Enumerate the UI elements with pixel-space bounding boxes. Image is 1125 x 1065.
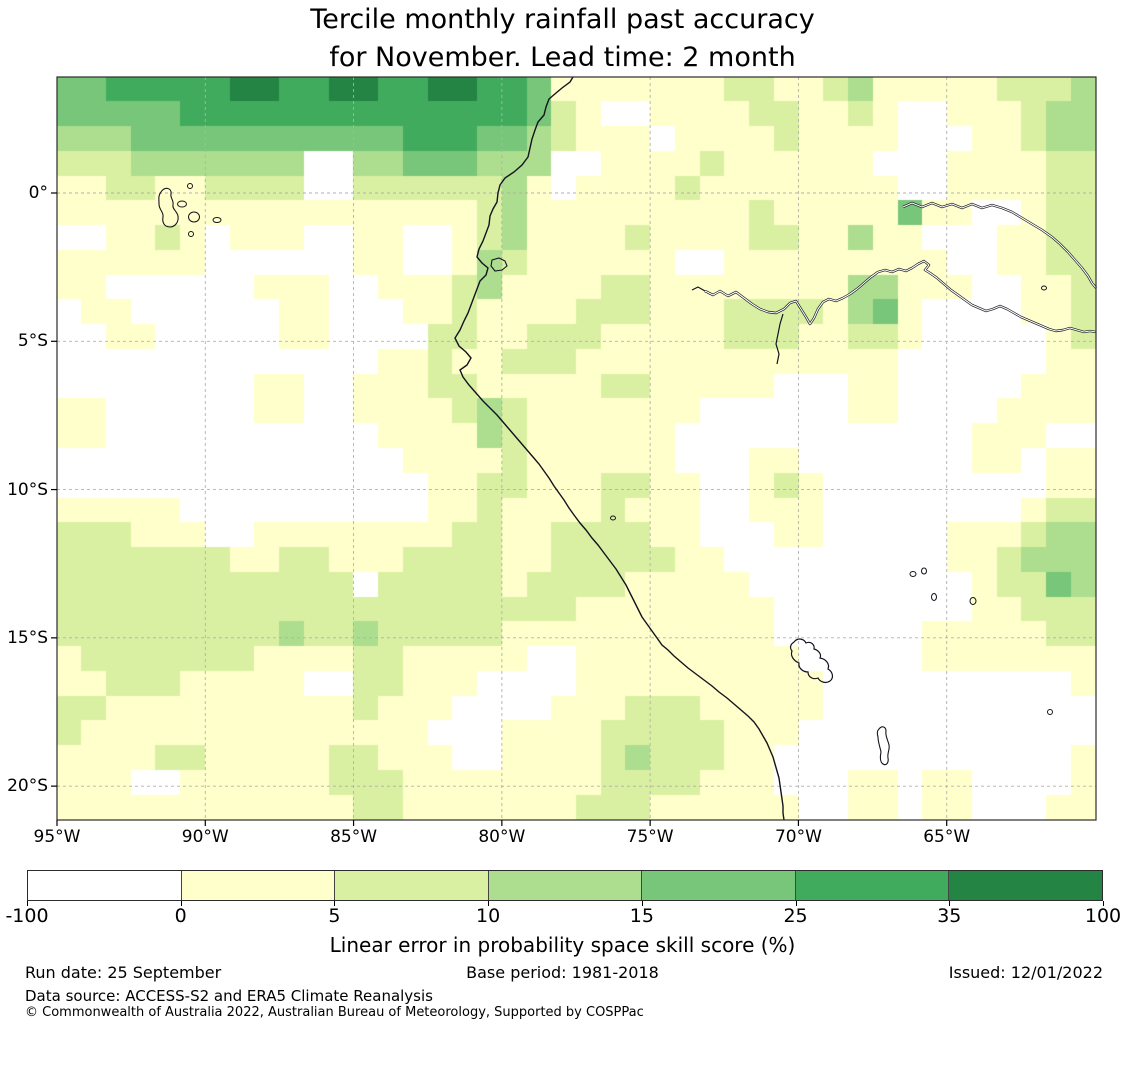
puna-island (490, 257, 508, 272)
figure-title: Tercile monthly rainfall past accuracy f… (0, 1, 1125, 77)
small-lake (909, 571, 917, 577)
colorbar-tick-label: 0 (174, 905, 187, 927)
run-date-text: Run date: 25 September (25, 963, 222, 982)
river-fork (691, 286, 706, 292)
y-tick-label: 20°S (7, 776, 48, 797)
colorbar-segment (795, 871, 950, 900)
colorbar-segment (488, 871, 643, 900)
small-lake (1047, 709, 1053, 715)
colorbar-tick-mark (488, 901, 490, 906)
coastline (454, 76, 785, 821)
issued-date-text: Issued: 12/01/2022 (948, 963, 1103, 982)
galapagos-small-island (188, 231, 194, 237)
colorbar-tick-label: -100 (5, 905, 49, 927)
galapagos-small-island (188, 211, 200, 223)
figure-title-line2: for November. Lead time: 2 month (329, 42, 796, 73)
small-lake (969, 597, 977, 605)
galapagos-small-island (212, 217, 222, 223)
river-amazon-south (704, 259, 1097, 334)
x-tick-label: 70°W (774, 827, 822, 847)
galapagos-small-island (177, 200, 187, 208)
colorbar (27, 870, 1103, 901)
river-amazon-north-inner (902, 202, 1097, 289)
x-tick-label: 85°W (330, 827, 378, 847)
y-tick-label: 15°S (7, 627, 48, 648)
colorbar-tick-label: 100 (1084, 905, 1122, 927)
map-frame (56, 76, 1097, 821)
colorbar-tick-mark (1103, 901, 1104, 906)
y-tick-label: 10°S (7, 479, 48, 500)
y-tick-label: 5°S (17, 331, 48, 352)
galapagos-small-island (187, 183, 193, 189)
colorbar-segment (642, 871, 796, 900)
colorbar-segment (335, 871, 489, 900)
colorbar-tick-mark (795, 901, 797, 906)
y-tick-label: 0° (28, 183, 48, 203)
colorbar-segment (181, 871, 336, 900)
x-tick-label: 75°W (626, 827, 674, 847)
base-period-text: Base period: 1981-2018 (466, 963, 659, 982)
colorbar-tick-label: 5 (328, 905, 341, 927)
lake-titicaca (789, 638, 834, 684)
copyright-text: © Commonwealth of Australia 2022, Austra… (25, 1005, 644, 1020)
map-field-canvas (57, 77, 1096, 820)
figure-title-line1: Tercile monthly rainfall past accuracy (310, 4, 815, 35)
colorbar-tick-label: 10 (476, 905, 501, 927)
colorbar-tick-mark (949, 901, 951, 906)
galapagos-isabela-island (158, 187, 179, 228)
colorbar-segment (28, 871, 182, 900)
small-lake (921, 567, 927, 575)
colorbar-tick-label: 15 (629, 905, 654, 927)
x-tick-label: 90°W (181, 827, 229, 847)
x-tick-label: 65°W (923, 827, 971, 847)
small-lake (1041, 285, 1047, 291)
colorbar-caption: Linear error in probability space skill … (329, 933, 796, 957)
small-lake (610, 515, 616, 521)
river-branch (775, 313, 784, 365)
x-tick-label: 95°W (33, 827, 81, 847)
colorbar-tick-mark (180, 901, 182, 906)
colorbar-tick-mark (27, 901, 28, 906)
x-tick-label: 80°W (478, 827, 526, 847)
data-source-text: Data source: ACCESS-S2 and ERA5 Climate … (25, 987, 433, 1005)
lake-poopo (876, 726, 890, 766)
colorbar-tick-mark (641, 901, 643, 906)
small-lake (931, 593, 937, 601)
colorbar-tick-label: 25 (783, 905, 808, 927)
colorbar-tick-label: 35 (937, 905, 962, 927)
colorbar-segment (949, 871, 1103, 900)
colorbar-tick-mark (334, 901, 336, 906)
river-amazon-south-inner (704, 260, 1097, 333)
